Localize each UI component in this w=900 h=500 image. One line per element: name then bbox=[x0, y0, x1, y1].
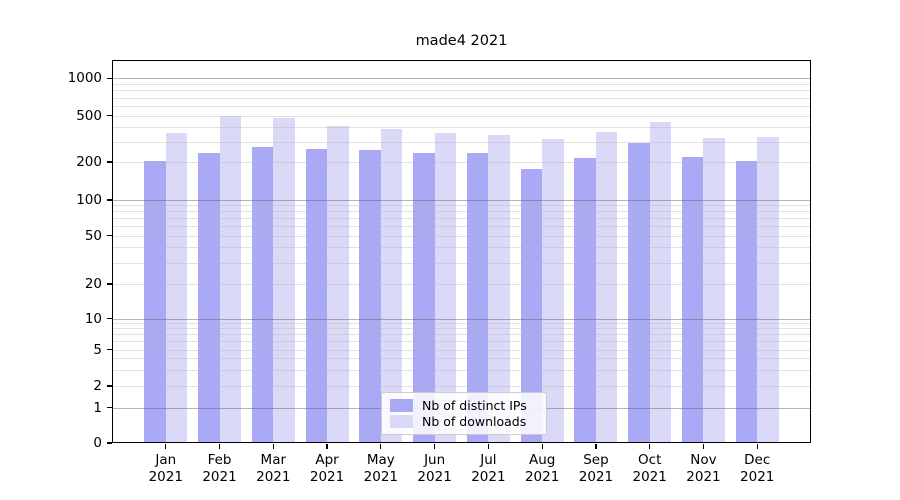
y-tick-mark-10 bbox=[106, 317, 112, 320]
y-tick-mark-200 bbox=[106, 161, 112, 163]
bar-distinct-ips-jul bbox=[466, 153, 489, 443]
bar-distinct-ips-jun bbox=[413, 152, 435, 443]
x-tick-mark-jul bbox=[487, 444, 489, 449]
legend-swatch-distinct-ips bbox=[390, 398, 413, 412]
gridline-minor-800 bbox=[112, 90, 811, 92]
y-tick-label-0: 0 bbox=[93, 435, 102, 451]
legend: Nb of distinct IPs Nb of downloads bbox=[381, 392, 547, 435]
x-tick-mark-dec bbox=[756, 444, 758, 449]
x-tick-mark-mar bbox=[272, 444, 274, 449]
gridline-major-1000 bbox=[112, 78, 811, 80]
x-tick-mark-oct bbox=[649, 444, 651, 449]
y-tick-mark-50 bbox=[106, 234, 112, 237]
bar-downloads-jun bbox=[434, 132, 457, 443]
gridline-minor-600 bbox=[112, 105, 811, 107]
legend-item-distinct-ips: Nb of distinct IPs bbox=[390, 398, 538, 413]
x-tick-mark-sep bbox=[595, 444, 597, 449]
y-tick-mark-2 bbox=[106, 385, 112, 387]
x-tick-label-nov: Nov 2021 bbox=[686, 452, 721, 485]
bar-downloads-aug bbox=[542, 139, 564, 443]
bar-downloads-sep bbox=[595, 132, 618, 443]
bar-distinct-ips-dec bbox=[735, 160, 758, 443]
y-tick-label-5: 5 bbox=[93, 341, 102, 358]
bar-distinct-ips-nov bbox=[681, 156, 704, 443]
x-tick-mark-jan bbox=[165, 444, 167, 449]
bar-downloads-jan bbox=[165, 133, 188, 443]
x-tick-mark-apr bbox=[326, 444, 328, 449]
bar-distinct-ips-jan bbox=[144, 160, 166, 443]
x-tick-label-feb: Feb 2021 bbox=[202, 452, 237, 485]
x-tick-label-aug: Aug 2021 bbox=[524, 452, 560, 485]
legend-label-distinct-ips: Nb of distinct IPs bbox=[422, 397, 527, 413]
bar-downloads-nov bbox=[703, 138, 725, 443]
bar-distinct-ips-aug bbox=[520, 169, 543, 443]
x-tick-label-dec: Dec 2021 bbox=[740, 452, 775, 485]
bar-downloads-may bbox=[380, 128, 403, 443]
x-tick-mark-jun bbox=[434, 444, 436, 449]
y-tick-mark-1000 bbox=[106, 77, 112, 79]
x-tick-mark-aug bbox=[541, 444, 543, 449]
y-tick-label-2: 2 bbox=[93, 378, 102, 394]
x-tick-label-oct: Oct 2021 bbox=[632, 452, 667, 485]
bar-distinct-ips-mar bbox=[251, 146, 274, 443]
bar-downloads-oct bbox=[649, 122, 672, 443]
y-tick-mark-0 bbox=[106, 442, 112, 444]
x-tick-label-apr: Apr 2021 bbox=[309, 452, 345, 485]
y-tick-label-10: 10 bbox=[84, 310, 102, 327]
gridline-minor-500 bbox=[112, 115, 811, 117]
y-tick-mark-500 bbox=[106, 115, 112, 117]
chart-title: made4 2021 bbox=[415, 33, 508, 49]
y-tick-label-50: 50 bbox=[84, 227, 102, 244]
x-tick-label-sep: Sep 2021 bbox=[578, 452, 614, 485]
bar-distinct-ips-may bbox=[359, 150, 381, 443]
x-tick-label-jan: Jan 2021 bbox=[148, 452, 183, 485]
x-tick-label-jun: Jun 2021 bbox=[417, 452, 452, 485]
x-tick-mark-nov bbox=[702, 444, 705, 449]
bar-downloads-dec bbox=[757, 136, 779, 443]
x-tick-label-mar: Mar 2021 bbox=[256, 452, 291, 485]
bar-distinct-ips-feb bbox=[198, 153, 220, 443]
x-tick-label-may: May 2021 bbox=[363, 452, 399, 485]
plot-area bbox=[112, 60, 811, 443]
y-tick-label-100: 100 bbox=[76, 192, 102, 208]
bar-downloads-jul bbox=[488, 134, 510, 443]
y-tick-mark-100 bbox=[106, 199, 112, 201]
y-tick-mark-20 bbox=[106, 283, 112, 285]
gridline-minor-400 bbox=[112, 126, 811, 128]
y-tick-mark-1 bbox=[106, 406, 112, 409]
x-tick-label-jul: Jul 2021 bbox=[471, 452, 506, 485]
gridline-minor-900 bbox=[112, 83, 811, 85]
x-tick-mark-feb bbox=[218, 444, 221, 449]
y-tick-mark-5 bbox=[106, 348, 112, 351]
y-tick-label-1000: 1000 bbox=[67, 70, 102, 87]
legend-swatch-downloads bbox=[390, 415, 413, 429]
bar-downloads-apr bbox=[327, 125, 349, 443]
y-tick-label-1: 1 bbox=[93, 399, 102, 416]
bar-downloads-feb bbox=[219, 115, 242, 443]
bar-distinct-ips-sep bbox=[574, 158, 596, 443]
y-tick-label-20: 20 bbox=[84, 276, 102, 292]
bar-distinct-ips-apr bbox=[305, 148, 328, 443]
x-tick-mark-may bbox=[380, 444, 382, 449]
legend-label-downloads: Nb of downloads bbox=[422, 414, 527, 430]
bar-downloads-mar bbox=[273, 118, 295, 443]
y-tick-label-500: 500 bbox=[76, 107, 102, 124]
y-tick-label-200: 200 bbox=[76, 154, 102, 170]
legend-item-downloads: Nb of downloads bbox=[390, 414, 538, 429]
gridline-minor-700 bbox=[112, 97, 811, 99]
bar-distinct-ips-oct bbox=[628, 143, 650, 443]
